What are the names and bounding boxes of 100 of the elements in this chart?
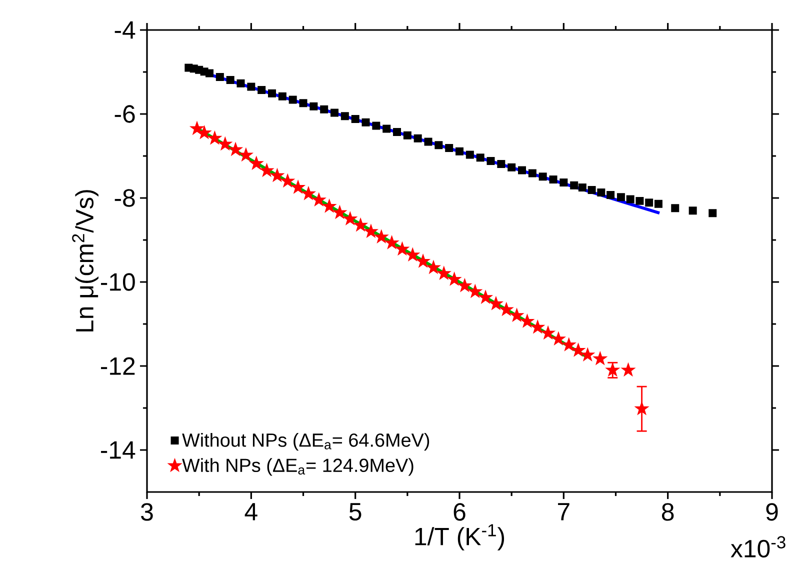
y-axis-title: Ln μ(cm$^{2}$/Vs)	[72, 190, 98, 332]
point	[206, 69, 214, 78]
point	[424, 138, 432, 146]
point	[375, 230, 388, 242]
point	[250, 157, 262, 169]
point	[382, 124, 391, 133]
point	[572, 344, 584, 356]
point	[403, 131, 412, 140]
x-tick-label: 5	[349, 503, 362, 521]
point	[312, 194, 325, 206]
point	[458, 279, 471, 292]
point	[236, 79, 245, 88]
point	[299, 99, 308, 108]
point	[497, 160, 506, 168]
point	[219, 138, 232, 150]
y-tick-label: -12	[100, 357, 135, 375]
point	[448, 273, 460, 285]
point	[393, 128, 402, 136]
point	[456, 147, 464, 156]
point	[330, 108, 339, 117]
point	[302, 187, 314, 200]
point	[364, 225, 377, 237]
x-tick-label: 8	[662, 503, 674, 521]
point	[396, 242, 408, 254]
x-tick-label: 4	[244, 503, 258, 520]
point	[654, 200, 662, 208]
point	[597, 188, 606, 197]
point	[594, 352, 606, 364]
point	[616, 193, 625, 202]
point	[708, 209, 717, 218]
point	[560, 178, 568, 186]
point	[310, 102, 318, 110]
point	[240, 148, 252, 160]
point	[282, 174, 294, 186]
point	[208, 132, 221, 144]
point	[486, 157, 495, 166]
point	[532, 321, 544, 333]
point	[230, 143, 242, 155]
point	[570, 181, 578, 190]
point	[320, 105, 328, 114]
point	[323, 200, 336, 212]
y-tick-label: -4	[114, 21, 136, 39]
y-tick-label: -14	[100, 441, 136, 459]
point	[476, 154, 484, 162]
point	[372, 122, 380, 130]
point	[292, 181, 304, 193]
point	[480, 291, 492, 303]
point	[344, 212, 356, 224]
point	[406, 248, 419, 260]
point	[354, 218, 367, 231]
point	[588, 186, 596, 194]
point	[268, 89, 276, 98]
point	[260, 164, 273, 176]
point	[351, 115, 360, 124]
point	[362, 118, 370, 126]
point	[469, 285, 482, 297]
point	[542, 326, 554, 338]
point	[606, 364, 619, 376]
point	[386, 236, 398, 248]
point	[414, 134, 422, 142]
point	[247, 82, 256, 91]
x-tick-label: 9	[766, 503, 778, 521]
point	[562, 338, 575, 350]
point	[622, 364, 634, 376]
point	[445, 144, 454, 152]
point	[434, 141, 443, 150]
point	[606, 191, 615, 200]
point	[518, 166, 526, 174]
point	[334, 206, 346, 218]
point	[226, 76, 234, 84]
point	[417, 255, 430, 267]
point	[438, 267, 450, 279]
point	[671, 204, 680, 212]
point	[258, 86, 266, 94]
point	[278, 92, 286, 100]
x-tick-label: 3	[141, 503, 153, 521]
point	[528, 169, 536, 178]
point	[508, 163, 516, 172]
point	[582, 348, 594, 360]
point	[549, 176, 558, 184]
point	[190, 122, 204, 134]
point	[271, 169, 284, 181]
point	[538, 172, 547, 181]
point	[636, 196, 644, 205]
point	[288, 96, 297, 104]
point	[216, 73, 224, 82]
x-axis-title: 1/T (K$^{-1}$)	[415, 524, 504, 550]
point	[521, 315, 534, 327]
point	[198, 126, 210, 138]
point	[688, 206, 697, 215]
x-tick-label: 7	[558, 503, 570, 520]
point	[466, 150, 474, 159]
point	[578, 183, 586, 192]
y-tick-label: -6	[114, 105, 135, 123]
legend-label: Without NPs (ΔE$_{a}$= 64.6MeV)	[182, 432, 430, 451]
point	[427, 261, 440, 273]
legend-label: With NPs (ΔE$_{a}$= 124.9MeV)	[182, 458, 414, 476]
point	[340, 112, 349, 120]
point	[636, 402, 648, 414]
point	[500, 303, 512, 315]
